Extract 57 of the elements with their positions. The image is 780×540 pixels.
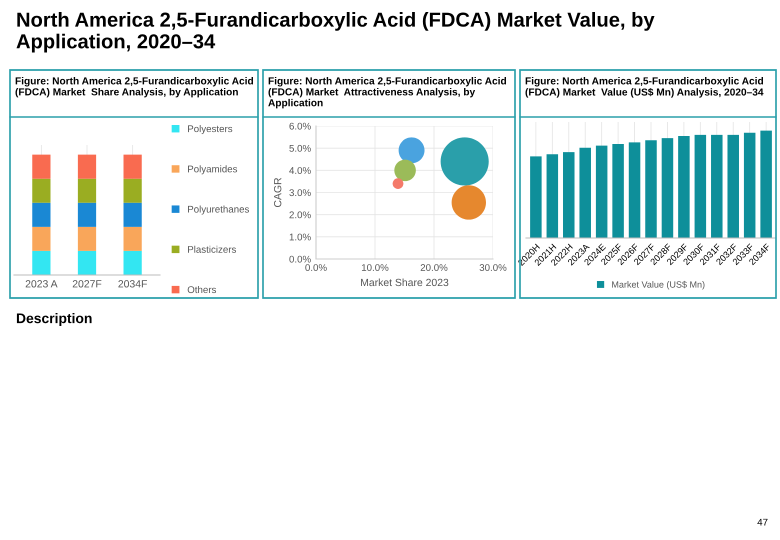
- bar: [32, 250, 50, 275]
- y-tick-label: 3.0%: [289, 189, 311, 196]
- chart-title: Figure: North America 2,5-Furandicarboxylic Acid (FDCA) Market Share Analysis, by Application: [16, 77, 254, 98]
- bar: [662, 138, 674, 238]
- bar: [78, 226, 96, 251]
- bar: [78, 250, 96, 275]
- bar: [124, 250, 142, 275]
- bar: [678, 136, 690, 238]
- bar: [530, 156, 542, 238]
- bar: [645, 140, 657, 238]
- legend-label: Polyurethanes: [188, 205, 250, 215]
- bar: [744, 132, 756, 238]
- y-tick-label: 1.0%: [290, 234, 311, 240]
- bar: [124, 202, 142, 227]
- bar: [78, 202, 96, 227]
- bar: [694, 134, 706, 238]
- legend-label: Market Value (US$ Mn): [612, 280, 704, 290]
- x-tick-label: 30.0%: [480, 264, 506, 271]
- bar: [546, 154, 558, 238]
- y-axis-title: CAGR: [274, 178, 282, 208]
- chart-title: Figure: North America 2,5-Furandicarboxylic Acid (FDCA) Market Attractiveness Analysis, by Application: [268, 77, 506, 108]
- y-tick-label: 5.0%: [289, 144, 311, 152]
- x-tick-label: 2023 A: [26, 280, 58, 288]
- bar: [124, 154, 142, 179]
- bar: [579, 148, 591, 238]
- x-axis-title: Market Share 2023: [361, 278, 448, 286]
- bar: [124, 178, 142, 203]
- x-tick-label: 10.0%: [362, 264, 388, 271]
- y-tick-label: 2.0%: [289, 211, 311, 218]
- y-tick-label: 6.0%: [289, 122, 311, 130]
- x-tick-label: 2034F: [118, 280, 147, 288]
- bar: [760, 130, 772, 238]
- bar: [596, 146, 608, 238]
- bar: [711, 134, 723, 238]
- legend-label: Plasticizers: [188, 246, 236, 253]
- bar: [727, 134, 739, 238]
- bar: [628, 142, 640, 238]
- text: North America 2,5-Furandicarboxylic Acid (FDCA) Market Value, by Application, 2020–34: [16, 12, 655, 52]
- x-tick-label: 0.0%: [305, 264, 327, 271]
- bar: [78, 154, 96, 179]
- legend-label: Others: [188, 286, 216, 294]
- bar: [78, 178, 96, 203]
- legend-label: Polyamides: [188, 165, 238, 174]
- bar: [124, 226, 142, 251]
- chart-title: Figure: North America 2,5-Furandicarboxylic Acid (FDCA) Market Value (US$ Mn) Analysis, 2020–34: [526, 77, 764, 98]
- bar: [32, 154, 50, 179]
- bar: [612, 144, 624, 238]
- text: 47: [757, 518, 768, 526]
- legend-label: Polyesters: [188, 125, 232, 134]
- bar: [32, 202, 50, 227]
- bar: [563, 152, 575, 238]
- x-tick-label: 20.0%: [420, 264, 448, 271]
- x-tick-label: 2027F: [72, 280, 102, 288]
- y-tick-label: 4.0%: [289, 167, 311, 174]
- bar: [32, 178, 50, 203]
- bar: [32, 226, 50, 251]
- text: Description: [16, 313, 92, 326]
